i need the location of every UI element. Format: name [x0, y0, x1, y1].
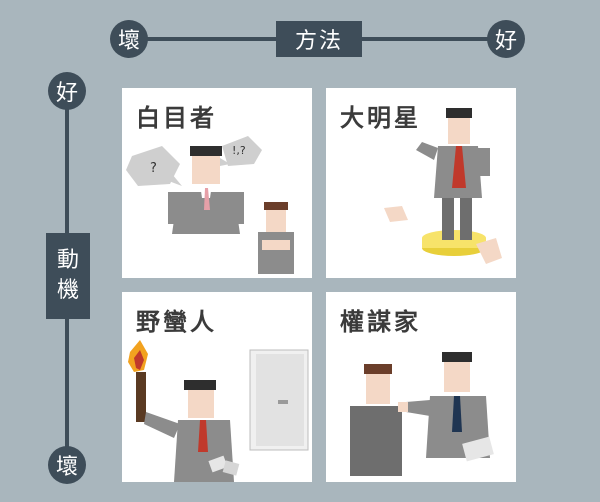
motive-axis-title-char1: 動 [56, 248, 79, 274]
motive-axis-title: 動 機 [46, 233, 90, 319]
motive-axis-good-label: 好 [48, 72, 86, 110]
celebrity-man-icon [416, 108, 490, 240]
svg-text:!,?: !,? [232, 144, 246, 157]
torch-icon [128, 340, 148, 422]
quadrant-barbarian: 野蠻人 [122, 292, 312, 482]
tactless-illustration: ? !,? [126, 136, 294, 274]
scattered-papers-icon [208, 455, 240, 476]
quadrant-schemer: 權謀家 [326, 292, 516, 482]
confused-man-icon [168, 146, 244, 234]
question-bubble-icon: ? [126, 146, 182, 186]
method-axis-title: 方法 [276, 21, 362, 57]
quadrant-title: 大明星 [340, 104, 421, 132]
quadrant-tactless: 白目者 ? !,? [122, 88, 312, 278]
listener-man-icon [350, 364, 402, 476]
star-illustration [384, 108, 502, 264]
quadrant-title: 權謀家 [340, 308, 421, 336]
motive-axis-title-char2: 機 [56, 278, 79, 303]
document-icon [462, 436, 494, 462]
method-axis-good-label: 好 [487, 20, 525, 58]
quadrant-title: 野蠻人 [136, 308, 217, 336]
quadrant-title: 白目者 [136, 104, 217, 132]
door-icon [249, 349, 309, 451]
method-axis-bad-label: 壞 [110, 20, 148, 58]
barbarian-illustration [128, 340, 309, 482]
schemer-illustration [350, 352, 494, 476]
quadrant-star: 大明星 [326, 88, 516, 278]
arms-crossed-man-icon [258, 202, 294, 274]
clapping-hands-icon [384, 206, 502, 264]
svg-text:?: ? [150, 161, 157, 176]
motive-axis-bad-label: 壞 [48, 446, 86, 484]
